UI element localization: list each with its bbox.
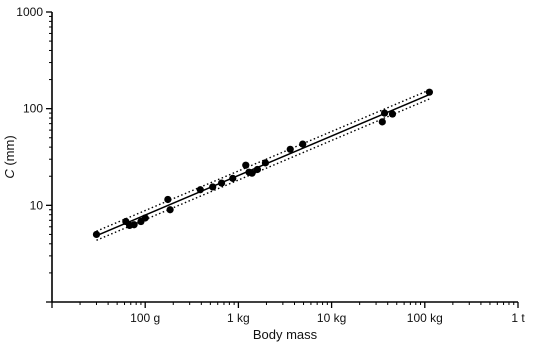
y-tick-label: 1000 — [16, 5, 43, 19]
data-point — [209, 183, 217, 191]
data-point — [380, 109, 389, 117]
y-tick-label: 10 — [30, 198, 44, 212]
data-point — [229, 174, 237, 182]
tick-labels: 10 100 1000 100 g 1 kg 10 kg 100 kg 1 t — [16, 5, 525, 325]
data-point — [217, 179, 226, 187]
data-point — [130, 221, 138, 229]
y-axis-title: C (mm) — [2, 135, 17, 178]
lower-confidence-band — [96, 98, 430, 241]
data-point — [92, 230, 101, 239]
data-point — [253, 165, 262, 174]
y-axis-title-unit: (mm) — [2, 135, 17, 169]
y-tick-label: 100 — [23, 102, 43, 116]
axes — [51, 12, 518, 303]
x-axis-title: Body mass — [253, 327, 318, 342]
data-points — [92, 88, 433, 239]
y-axis-title-symbol: C — [2, 169, 17, 179]
axis-ticks — [46, 11, 519, 308]
x-tick-label: 100 g — [130, 311, 160, 325]
data-point — [164, 195, 172, 204]
data-point — [261, 159, 270, 167]
data-point — [388, 110, 397, 118]
data-point — [378, 118, 386, 126]
x-tick-label: 100 kg — [407, 311, 443, 325]
data-point — [286, 145, 294, 153]
data-point — [248, 169, 256, 177]
x-tick-label: 1 t — [511, 311, 525, 325]
x-tick-label: 1 kg — [227, 311, 250, 325]
data-point — [196, 186, 204, 194]
data-point — [242, 161, 250, 169]
data-point — [166, 206, 174, 214]
x-tick-label: 10 kg — [317, 311, 346, 325]
data-point — [141, 214, 149, 222]
data-point — [299, 140, 307, 148]
data-point — [425, 88, 433, 96]
